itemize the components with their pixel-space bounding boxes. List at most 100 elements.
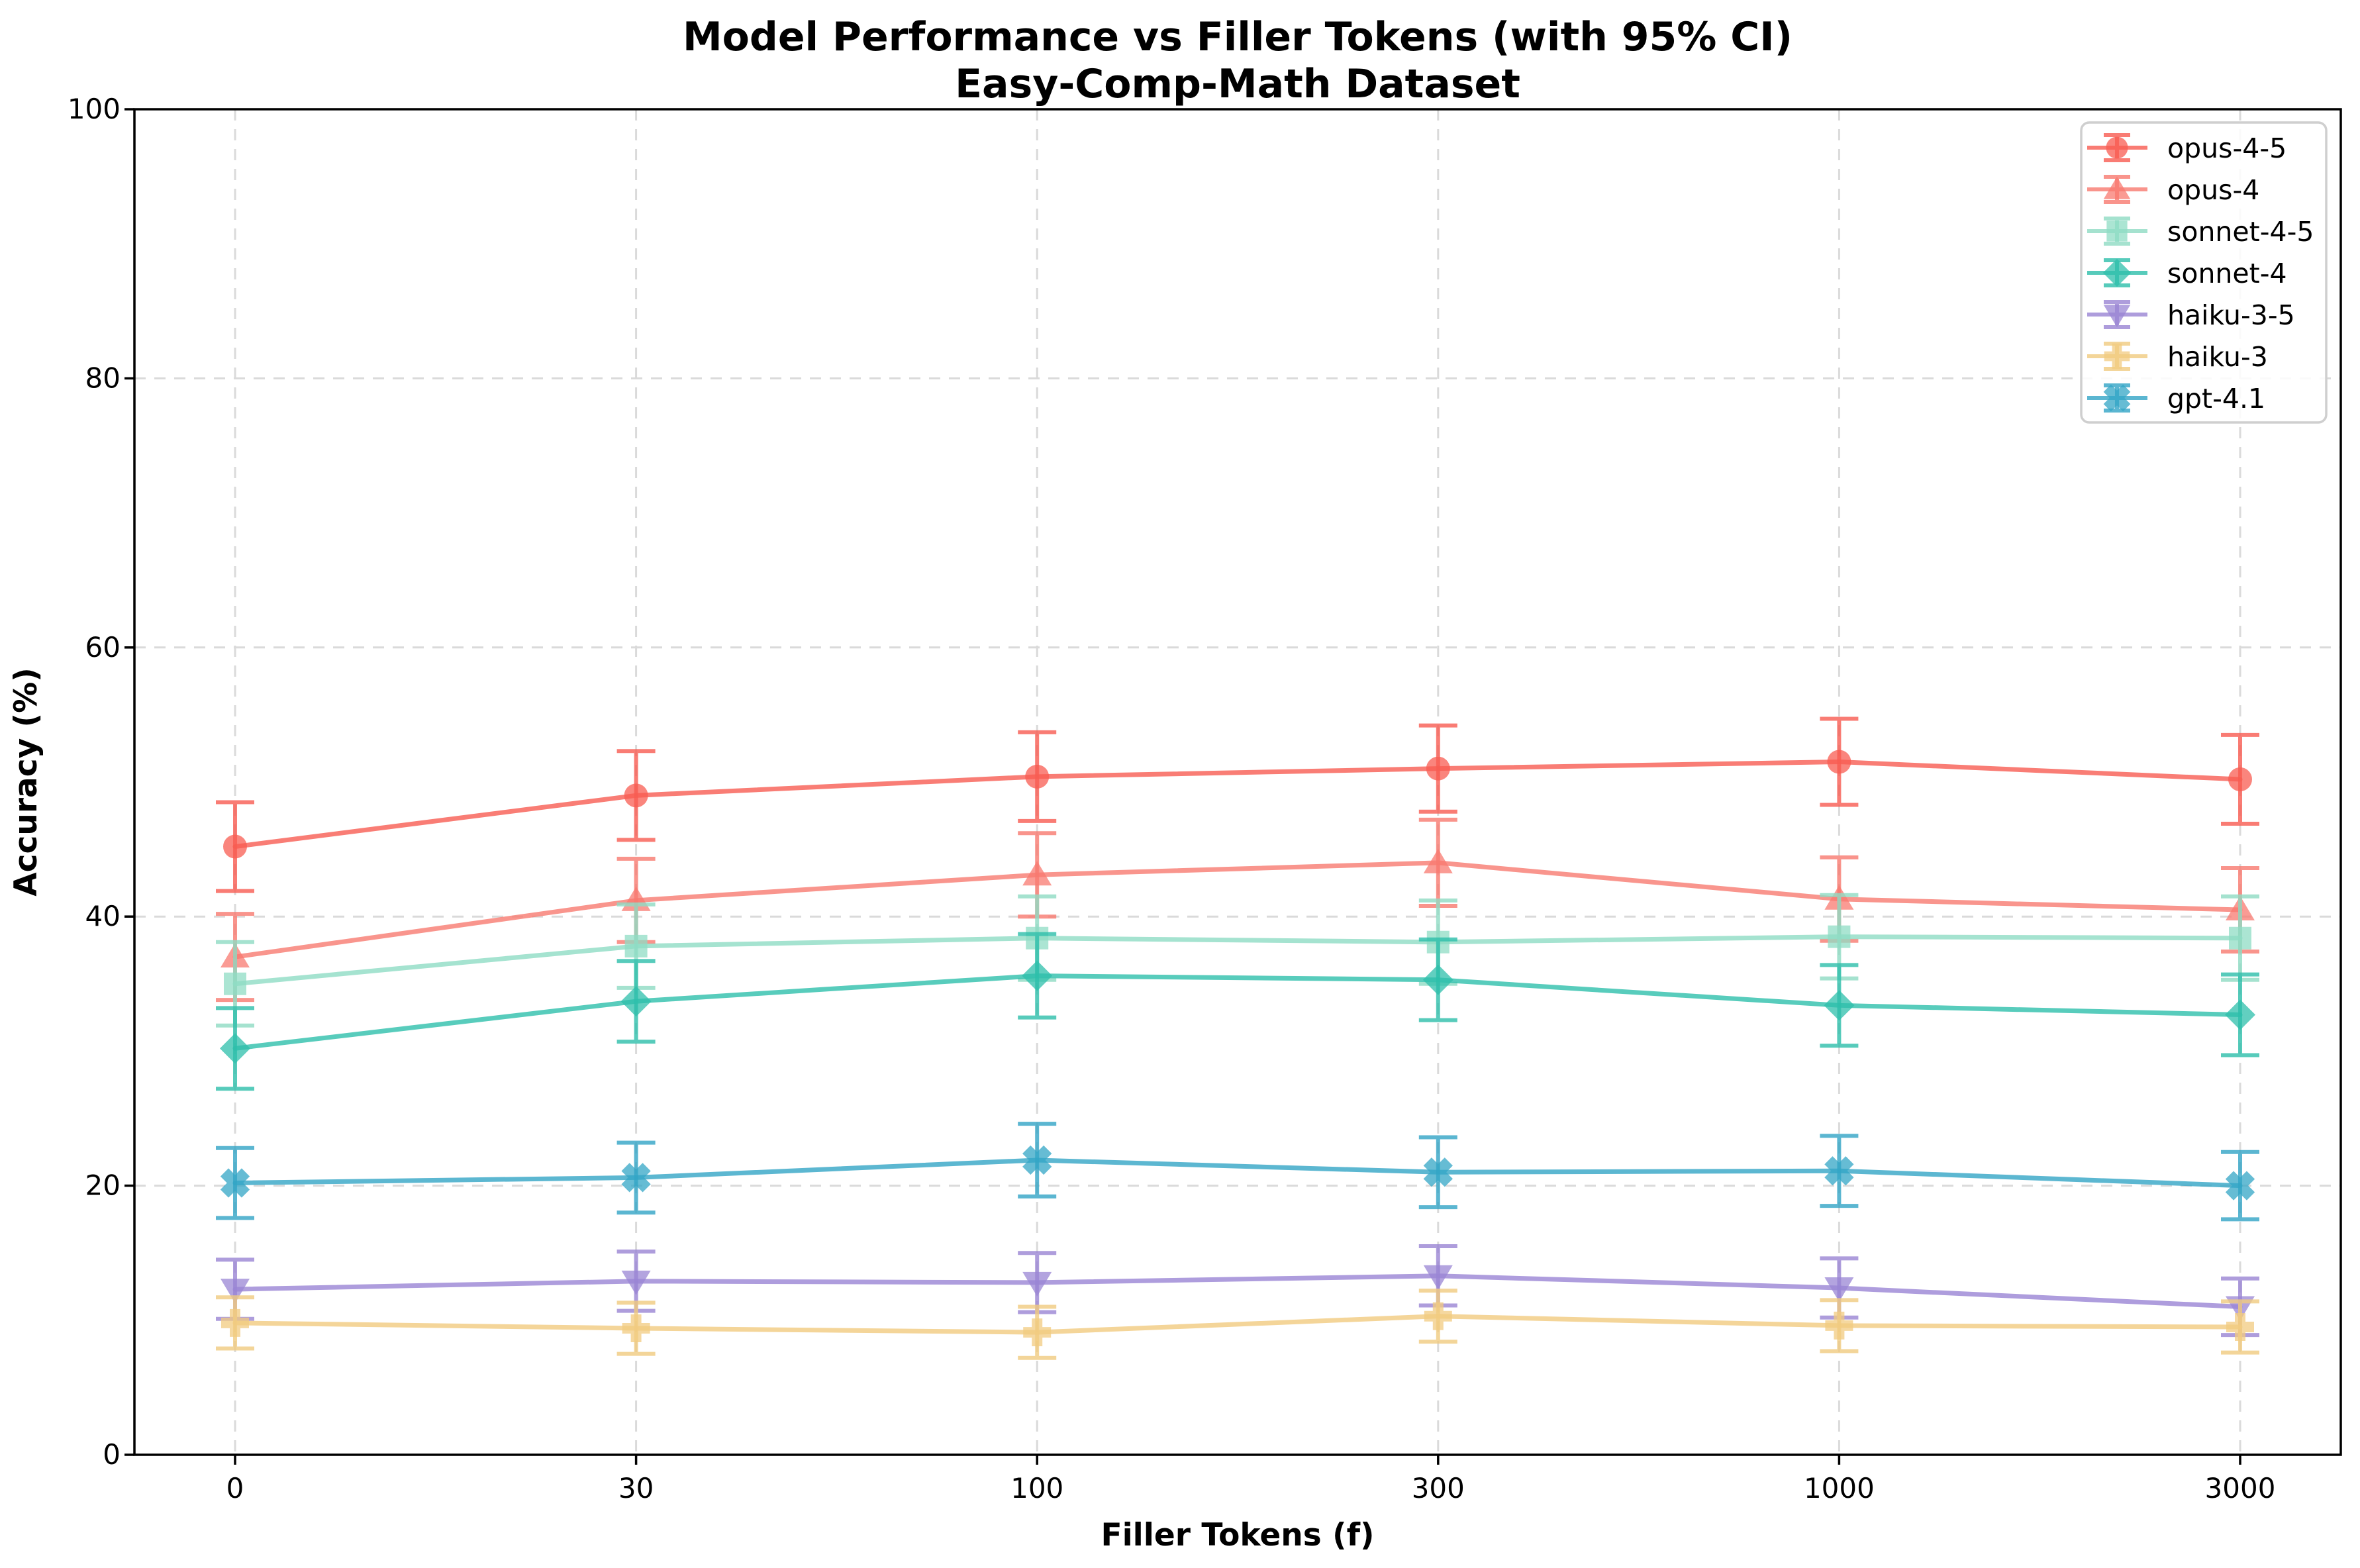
chart-title: Model Performance vs Filler Tokens (with… bbox=[683, 14, 1793, 60]
y-tick-label: 0 bbox=[103, 1438, 121, 1471]
data-point-haiku-3-5 bbox=[1022, 1271, 1052, 1297]
data-point-haiku-3 bbox=[221, 1308, 249, 1337]
data-point-haiku-3-5 bbox=[621, 1270, 651, 1295]
triangle-down-marker bbox=[621, 1270, 651, 1295]
triangle-down-marker bbox=[1022, 1271, 1052, 1297]
series-gpt-4.1 bbox=[216, 1122, 2259, 1222]
triangle-down-marker bbox=[221, 1279, 250, 1304]
legend-marker-sonnet-4-5 bbox=[2106, 220, 2128, 242]
data-point-haiku-3 bbox=[622, 1314, 650, 1342]
data-point-opus-4-5 bbox=[1827, 750, 1851, 774]
legend-label-opus-4-5: opus-4-5 bbox=[2167, 132, 2286, 164]
square-marker bbox=[224, 972, 246, 995]
legend-marker-haiku-3-5 bbox=[2103, 305, 2131, 328]
square-marker bbox=[2229, 926, 2251, 950]
error-bars-haiku-3-5 bbox=[216, 1244, 2259, 1338]
series-sonnet-4-5 bbox=[216, 893, 2259, 1028]
data-point-haiku-3 bbox=[2226, 1312, 2254, 1341]
series-line-sonnet-4-5 bbox=[232, 934, 2243, 987]
series-line-opus-4-5 bbox=[232, 760, 2243, 850]
data-point-gpt-4.1 bbox=[1423, 1157, 1453, 1187]
triangle-down-marker bbox=[1423, 1265, 1453, 1290]
error-bars-opus-4 bbox=[216, 817, 2259, 1003]
plus-marker bbox=[221, 1308, 249, 1337]
data-point-haiku-3 bbox=[1023, 1318, 1052, 1347]
circle-marker bbox=[1426, 756, 1450, 781]
square-marker bbox=[2106, 220, 2128, 242]
series-haiku-3 bbox=[216, 1289, 2259, 1360]
y-tick-label: 80 bbox=[85, 362, 121, 394]
square-marker bbox=[1828, 925, 1851, 948]
data-point-gpt-4.1 bbox=[1022, 1145, 1052, 1175]
legend-marker-opus-4 bbox=[2103, 176, 2131, 199]
legend-label-haiku-3: haiku-3 bbox=[2167, 341, 2268, 373]
grid bbox=[134, 108, 2341, 1455]
data-point-sonnet-4 bbox=[2225, 999, 2255, 1030]
data-point-sonnet-4-5 bbox=[1828, 925, 1851, 948]
y-tick-label: 20 bbox=[85, 1169, 121, 1202]
error-bars-opus-4-5 bbox=[216, 716, 2259, 893]
data-point-sonnet-4 bbox=[1422, 964, 1453, 995]
y-tick-label: 100 bbox=[68, 93, 121, 125]
data-point-gpt-4.1 bbox=[621, 1163, 651, 1193]
series-line-haiku-3-5 bbox=[232, 1273, 2243, 1309]
circle-marker bbox=[1827, 750, 1851, 774]
x-tick-label: 3000 bbox=[2205, 1472, 2276, 1504]
triangle-down-marker bbox=[1824, 1277, 1854, 1302]
data-point-sonnet-4 bbox=[1824, 990, 1855, 1021]
circle-marker bbox=[223, 834, 247, 859]
data-point-sonnet-4-5 bbox=[624, 934, 648, 957]
data-point-opus-4-5 bbox=[223, 834, 247, 859]
legend-box bbox=[2080, 121, 2328, 424]
legend-label-sonnet-4: sonnet-4 bbox=[2167, 258, 2287, 289]
square-marker bbox=[624, 934, 648, 957]
legend-marker-haiku-3 bbox=[2104, 343, 2130, 369]
data-point-gpt-4.1 bbox=[2225, 1171, 2255, 1200]
data-point-haiku-3 bbox=[1825, 1311, 1853, 1340]
data-point-sonnet-4 bbox=[1022, 960, 1053, 991]
data-point-opus-4-5 bbox=[624, 783, 648, 808]
legend-label-haiku-3-5: haiku-3-5 bbox=[2167, 299, 2295, 331]
triangle-up-marker bbox=[1022, 861, 1052, 886]
plus-marker bbox=[622, 1314, 650, 1342]
diamond-marker bbox=[1824, 990, 1855, 1021]
data-point-gpt-4.1 bbox=[1824, 1156, 1854, 1186]
diamond-marker bbox=[620, 986, 652, 1017]
legend-item-opus-4-5: opus-4-5 bbox=[2087, 132, 2286, 164]
legend-label-gpt-4.1: gpt-4.1 bbox=[2167, 383, 2265, 415]
x-marker bbox=[220, 1168, 250, 1198]
triangle-down-marker bbox=[2103, 305, 2131, 328]
circle-marker bbox=[2228, 767, 2252, 791]
legend-label-opus-4: opus-4 bbox=[2167, 174, 2259, 206]
axis-ticks bbox=[124, 108, 2241, 1465]
diamond-marker bbox=[220, 1033, 250, 1064]
data-point-sonnet-4 bbox=[220, 1033, 250, 1064]
x-marker bbox=[2103, 384, 2131, 412]
legend-item-opus-4: opus-4 bbox=[2087, 174, 2259, 206]
chart-subtitle: Easy-Comp-Math Dataset bbox=[955, 61, 1520, 107]
y-axis-label: Accuracy (%) bbox=[8, 667, 44, 896]
data-point-haiku-3-5 bbox=[221, 1279, 250, 1304]
series-line-haiku-3 bbox=[232, 1314, 2243, 1335]
data-point-sonnet-4 bbox=[620, 986, 652, 1017]
data-point-haiku-3-5 bbox=[1423, 1265, 1453, 1290]
data-point-opus-4-5 bbox=[1426, 756, 1450, 781]
data-point-opus-4-5 bbox=[2228, 767, 2252, 791]
triangle-up-marker bbox=[1423, 848, 1453, 873]
series-opus-4-5 bbox=[216, 716, 2259, 893]
legend-item-haiku-3-5: haiku-3-5 bbox=[2087, 299, 2295, 331]
legend-marker-gpt-4.1 bbox=[2103, 384, 2131, 412]
x-axis-label: Filler Tokens (f) bbox=[1101, 1517, 1374, 1553]
data-point-opus-4-5 bbox=[1025, 764, 1050, 789]
diamond-marker bbox=[2225, 999, 2255, 1030]
y-tick-label: 60 bbox=[85, 631, 121, 663]
plus-marker bbox=[1023, 1318, 1052, 1347]
x-marker bbox=[1423, 1157, 1453, 1187]
data-point-haiku-3 bbox=[1424, 1302, 1452, 1330]
data-point-sonnet-4-5 bbox=[2229, 926, 2251, 950]
series-opus-4 bbox=[216, 817, 2259, 1003]
diamond-marker bbox=[1422, 964, 1453, 995]
data-point-gpt-4.1 bbox=[220, 1168, 250, 1198]
